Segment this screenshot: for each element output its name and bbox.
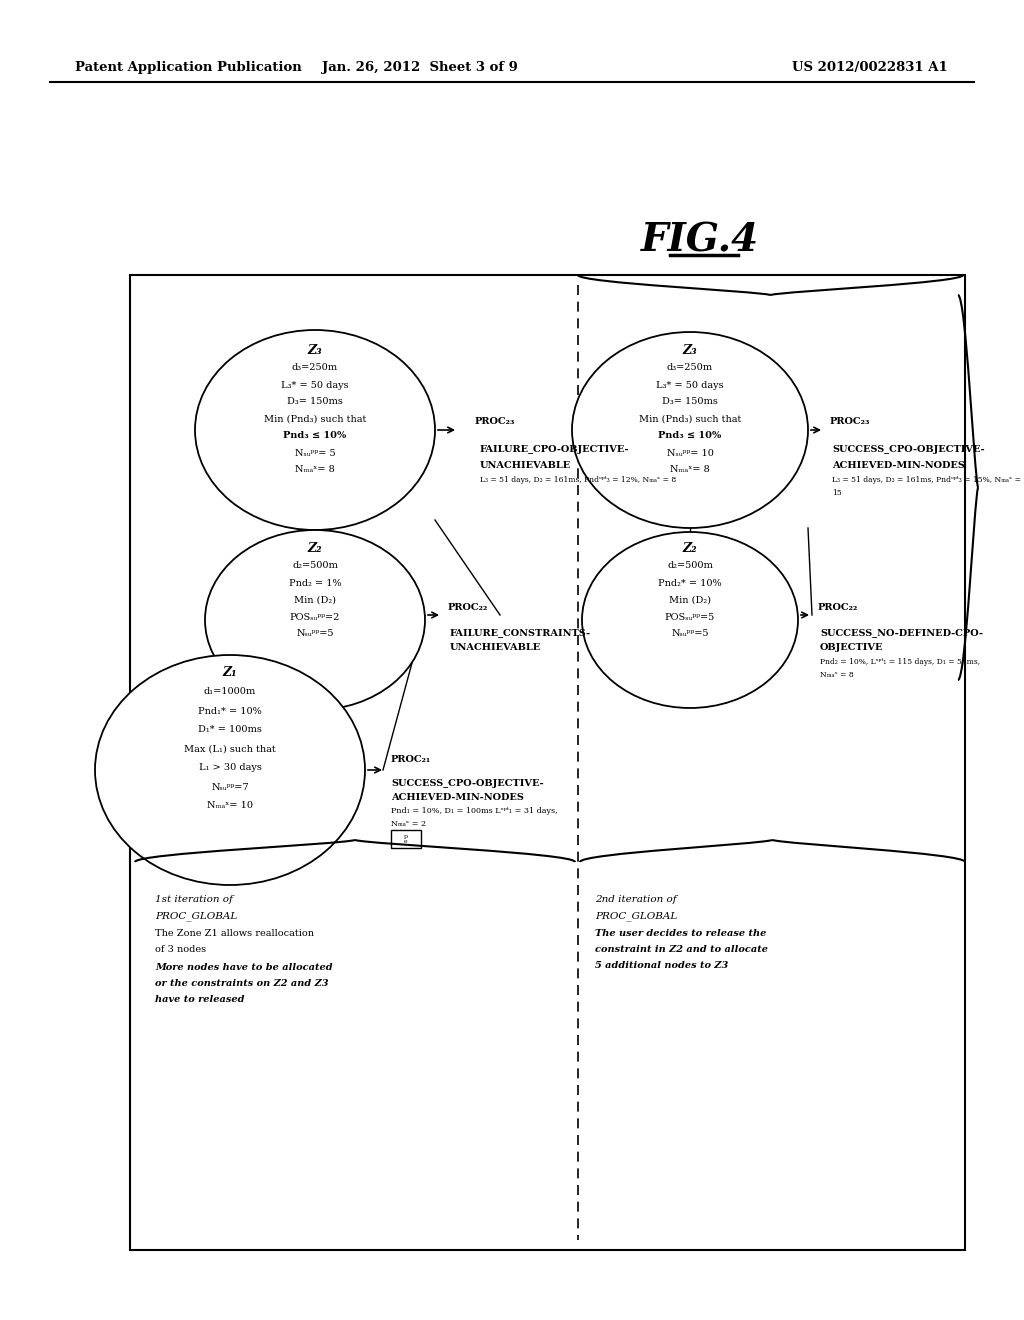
Text: Nₛᵤᵖᵖ= 5: Nₛᵤᵖᵖ= 5: [295, 449, 335, 458]
Text: Z₃: Z₃: [683, 343, 697, 356]
Text: of 3 nodes: of 3 nodes: [155, 945, 206, 953]
Text: d₃=250m: d₃=250m: [292, 363, 338, 372]
Ellipse shape: [205, 531, 425, 710]
Text: D₃= 150ms: D₃= 150ms: [287, 397, 343, 407]
Text: 2nd iteration of: 2nd iteration of: [595, 895, 677, 904]
Text: More nodes have to be allocated: More nodes have to be allocated: [155, 962, 333, 972]
Bar: [130, 275, 965, 1250]
Text: L₃* = 50 days: L₃* = 50 days: [656, 380, 724, 389]
Text: Nₘₐˣ = 2: Nₘₐˣ = 2: [391, 820, 426, 828]
Text: L₃* = 50 days: L₃* = 50 days: [282, 380, 349, 389]
Text: Nₛᵤᵖᵖ= 10: Nₛᵤᵖᵖ= 10: [667, 449, 714, 458]
Text: d₂=500m: d₂=500m: [292, 561, 338, 570]
Text: Nₘₐˣ= 8: Nₘₐˣ= 8: [295, 466, 335, 474]
Text: The Zone Z1 allows reallocation: The Zone Z1 allows reallocation: [155, 928, 314, 937]
Text: Min (Pnd₃) such that: Min (Pnd₃) such that: [639, 414, 741, 424]
Text: 1st iteration of: 1st iteration of: [155, 895, 232, 904]
Text: FAILURE_CPO-OBJECTIVE-: FAILURE_CPO-OBJECTIVE-: [480, 446, 630, 454]
Text: Pnd₁* = 10%: Pnd₁* = 10%: [198, 706, 262, 715]
Text: UNACHIEVABLE: UNACHIEVABLE: [450, 644, 542, 652]
Bar: [391, 830, 421, 847]
Text: PROC₂₂: PROC₂₂: [818, 602, 858, 611]
Text: Z₃: Z₃: [307, 343, 323, 356]
Text: Z₂: Z₂: [683, 541, 697, 554]
Ellipse shape: [572, 333, 808, 528]
Ellipse shape: [95, 655, 365, 884]
Text: SUCCESS_CPO-OBJECTIVE-: SUCCESS_CPO-OBJECTIVE-: [831, 446, 985, 454]
Text: Pnd₂* = 10%: Pnd₂* = 10%: [658, 578, 722, 587]
Text: POSₛᵤᵖᵖ=5: POSₛᵤᵖᵖ=5: [665, 612, 715, 622]
Text: 5 additional nodes to Z3: 5 additional nodes to Z3: [595, 961, 728, 969]
Text: ACHIEVED-MIN-NODES: ACHIEVED-MIN-NODES: [831, 461, 965, 470]
Text: L₁ > 30 days: L₁ > 30 days: [199, 763, 261, 772]
Text: Z₂: Z₂: [307, 541, 323, 554]
Text: Nₘₐˣ= 10: Nₘₐˣ= 10: [207, 801, 253, 810]
Text: Min (D₂): Min (D₂): [294, 595, 336, 605]
Text: constraint in Z2 and to allocate: constraint in Z2 and to allocate: [595, 945, 768, 953]
Text: Pnd₂ = 1%: Pnd₂ = 1%: [289, 578, 341, 587]
Text: PROC_GLOBAL: PROC_GLOBAL: [595, 911, 677, 921]
Text: Patent Application Publication: Patent Application Publication: [75, 62, 302, 74]
Ellipse shape: [195, 330, 435, 531]
Text: D₃= 150ms: D₃= 150ms: [663, 397, 718, 407]
Text: PROC₂₂: PROC₂₂: [449, 602, 488, 611]
Text: Pnd₃ ≤ 10%: Pnd₃ ≤ 10%: [284, 432, 347, 441]
Text: UNACHIEVABLE: UNACHIEVABLE: [480, 461, 571, 470]
Text: PROC₂₃: PROC₂₃: [475, 417, 515, 426]
Text: have to released: have to released: [155, 994, 245, 1003]
Text: PROC₂₁: PROC₂₁: [391, 755, 431, 764]
Text: Nₘₐˣ= 8: Nₘₐˣ= 8: [670, 466, 710, 474]
Text: d₃=250m: d₃=250m: [667, 363, 713, 372]
Text: Pnd₃ ≤ 10%: Pnd₃ ≤ 10%: [658, 432, 722, 441]
Text: Max (L₁) such that: Max (L₁) such that: [184, 744, 275, 754]
Text: SUCCESS_CPO-OBJECTIVE-: SUCCESS_CPO-OBJECTIVE-: [391, 779, 544, 788]
Text: POSₛᵤᵖᵖ=2: POSₛᵤᵖᵖ=2: [290, 612, 340, 622]
Text: or the constraints on Z2 and Z3: or the constraints on Z2 and Z3: [155, 978, 329, 987]
Text: L₃ = 51 days, D₃ = 161ms, Pndᵒᵖᵗ₃ = 15%, Nₘₐˣ =: L₃ = 51 days, D₃ = 161ms, Pndᵒᵖᵗ₃ = 15%,…: [831, 477, 1021, 484]
Text: FAILURE_CONSTRAINTS-: FAILURE_CONSTRAINTS-: [450, 628, 591, 638]
Text: FIG.4: FIG.4: [641, 220, 759, 259]
Text: Min (D₂): Min (D₂): [669, 595, 711, 605]
Text: Nₘₐˣ = 8: Nₘₐˣ = 8: [820, 671, 854, 678]
Text: Nₛᵤᵖᵖ=5: Nₛᵤᵖᵖ=5: [672, 630, 709, 639]
Text: d₂=500m: d₂=500m: [667, 561, 713, 570]
Text: SUCCESS_NO-DEFINED-CPO-: SUCCESS_NO-DEFINED-CPO-: [820, 628, 983, 638]
Text: PROC_GLOBAL: PROC_GLOBAL: [155, 911, 238, 921]
Text: D₁* = 100ms: D₁* = 100ms: [198, 726, 262, 734]
Text: p
e: p e: [403, 834, 408, 845]
Text: d₁=1000m: d₁=1000m: [204, 688, 256, 697]
Text: L₃ = 51 days, D₃ = 161ms, Pndᵒᵖᵗ₃ = 12%, Nₘₐˣ = 8: L₃ = 51 days, D₃ = 161ms, Pndᵒᵖᵗ₃ = 12%,…: [480, 477, 676, 484]
Text: Nₛᵤᵖᵖ=5: Nₛᵤᵖᵖ=5: [296, 630, 334, 639]
Text: Jan. 26, 2012  Sheet 3 of 9: Jan. 26, 2012 Sheet 3 of 9: [323, 62, 518, 74]
Text: US 2012/0022831 A1: US 2012/0022831 A1: [793, 62, 948, 74]
Text: PROC₂₃: PROC₂₃: [830, 417, 870, 426]
Text: Pnd₂ = 10%, Lᵒᵖᵗ₁ = 115 days, D₁ = 54ms,: Pnd₂ = 10%, Lᵒᵖᵗ₁ = 115 days, D₁ = 54ms,: [820, 657, 980, 667]
Text: Min (Pnd₃) such that: Min (Pnd₃) such that: [264, 414, 367, 424]
Text: Pnd₁ = 10%, D₁ = 100ms Lᵒᵖᵗ₁ = 31 days,: Pnd₁ = 10%, D₁ = 100ms Lᵒᵖᵗ₁ = 31 days,: [391, 807, 558, 814]
Ellipse shape: [582, 532, 798, 708]
Text: ACHIEVED-MIN-NODES: ACHIEVED-MIN-NODES: [391, 792, 524, 801]
Text: 15: 15: [831, 488, 842, 498]
Text: The user decides to release the: The user decides to release the: [595, 928, 766, 937]
Text: OBJECTIVE: OBJECTIVE: [820, 643, 884, 652]
Text: Z₁: Z₁: [222, 665, 238, 678]
Text: Nₛᵤᵖᵖ=7: Nₛᵤᵖᵖ=7: [211, 783, 249, 792]
